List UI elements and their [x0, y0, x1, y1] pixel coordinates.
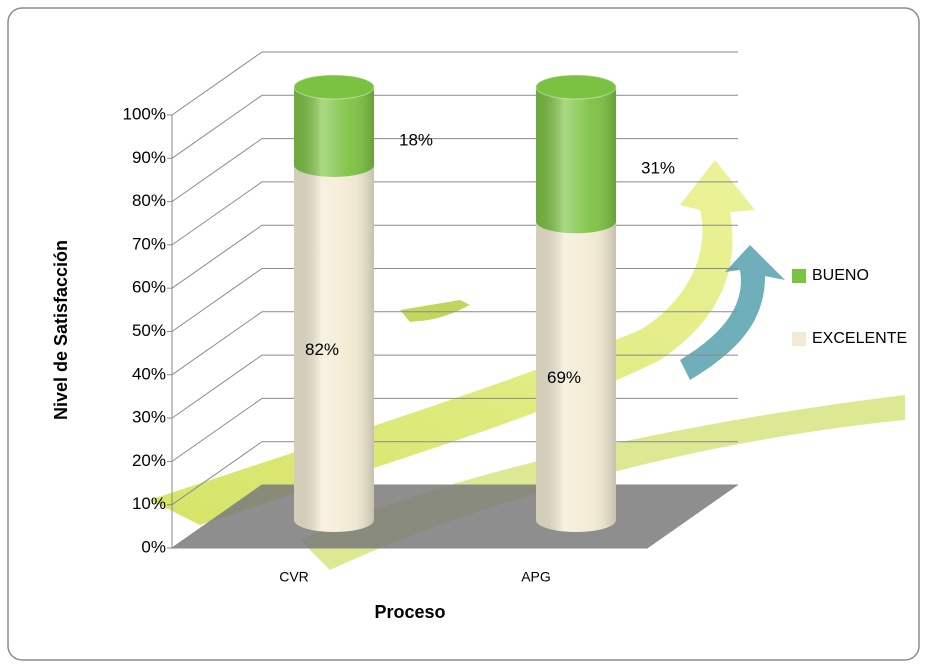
y-tick-label: 20% [132, 451, 166, 470]
y-tick-label: 10% [132, 494, 166, 513]
decoration [150, 160, 905, 570]
value-label: 18% [399, 130, 433, 149]
cylinder-shade [294, 152, 374, 532]
x-tick-label: APG [521, 569, 551, 585]
legend-label: BUENO [812, 267, 869, 284]
y-tick-label: 90% [132, 148, 166, 167]
cylinder-shade [536, 209, 616, 533]
y-tick-label: 30% [132, 408, 166, 427]
y-tick-label: 0% [141, 537, 166, 556]
y-tick-label: 70% [132, 234, 166, 253]
plot-area [167, 51, 738, 549]
x-axis-title: Proceso [374, 602, 445, 622]
value-label: 31% [641, 159, 675, 178]
legend-swatch [792, 269, 806, 283]
legend-label: EXCELENTE [812, 330, 907, 347]
decor-arrow [400, 300, 470, 322]
value-label: 69% [547, 368, 581, 387]
y-tick-label: 100% [123, 104, 166, 123]
cylinder-cap [535, 74, 617, 100]
y-tick-label: 60% [132, 278, 166, 297]
decor-arrow [680, 245, 785, 380]
x-tick-label: CVR [279, 569, 309, 585]
y-axis-title: Nivel de Satisfacción [51, 240, 71, 420]
cylinder-shade [536, 75, 616, 234]
legend-swatch [792, 332, 806, 346]
cylinder-cap [293, 74, 375, 100]
floor [172, 485, 738, 548]
y-tick-label: 80% [132, 191, 166, 210]
decor-arrow [150, 160, 755, 525]
y-tick-label: 50% [132, 321, 166, 340]
value-label: 82% [305, 340, 339, 359]
grid-line [171, 51, 738, 116]
cylinder-shade [294, 75, 374, 177]
decor-arrow [300, 395, 905, 570]
y-tick-label: 40% [132, 364, 166, 383]
